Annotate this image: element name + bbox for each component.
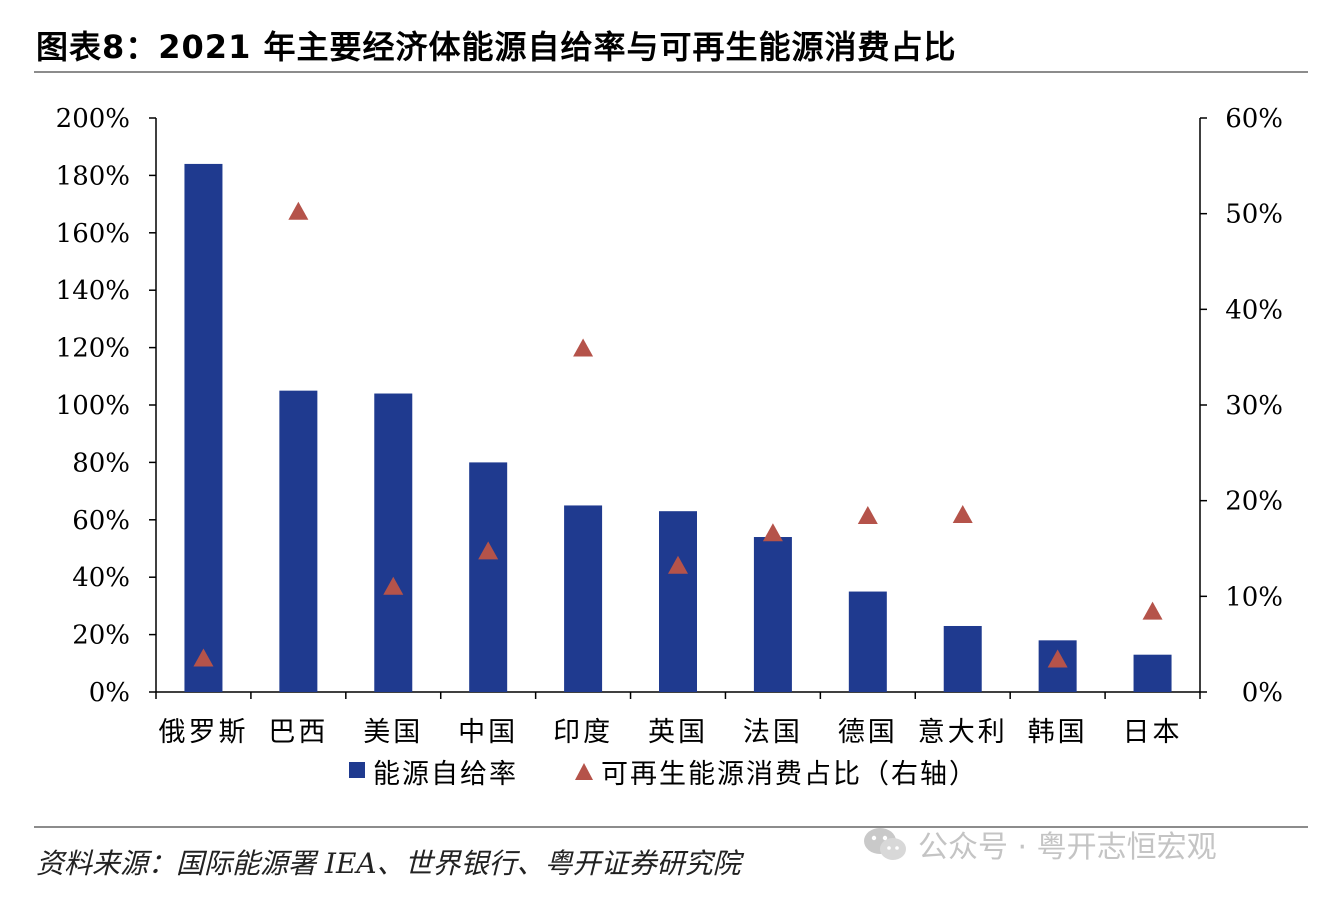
x-axis-tick-label: 中国 xyxy=(458,717,518,748)
bar xyxy=(564,505,603,692)
triangle-marker xyxy=(1142,601,1163,620)
left-axis-tick-label: 100% xyxy=(56,391,130,421)
triangle-marker xyxy=(193,648,214,667)
left-axis-tick-label: 160% xyxy=(56,219,130,249)
bar xyxy=(374,393,413,692)
left-axis-tick-label: 20% xyxy=(72,621,130,651)
legend-triangle-label: 可再生能源消费占比（右轴） xyxy=(601,759,978,790)
x-axis-tick-label: 俄罗斯 xyxy=(158,717,248,748)
x-axis-tick-label: 英国 xyxy=(648,717,708,748)
triangle-marker xyxy=(288,201,309,220)
triangle-marker xyxy=(478,541,499,560)
source-divider xyxy=(34,826,1308,828)
right-axis-tick-label: 0% xyxy=(1242,678,1283,708)
left-axis-tick-label: 80% xyxy=(72,448,130,478)
bar xyxy=(1133,654,1172,692)
triangle-marker xyxy=(1047,649,1068,668)
x-axis-tick-label: 巴西 xyxy=(268,717,328,748)
watermark: 公众号 · 粤开志恒宏观 xyxy=(862,822,1217,866)
wechat-icon xyxy=(864,828,906,860)
left-axis-tick-label: 40% xyxy=(72,563,130,593)
left-axis-tick-label: 60% xyxy=(72,506,130,536)
x-axis-tick-label: 韩国 xyxy=(1028,717,1088,748)
triangle-marker xyxy=(573,338,594,357)
right-axis-tick-label: 20% xyxy=(1225,487,1283,517)
left-axis-tick-label: 140% xyxy=(56,276,130,306)
bar xyxy=(753,537,792,692)
bar xyxy=(279,390,318,692)
legend-bar-label: 能源自给率 xyxy=(373,759,518,790)
bar xyxy=(659,511,697,692)
right-axis-tick-label: 40% xyxy=(1225,295,1283,325)
x-axis-tick-label: 法国 xyxy=(743,717,803,748)
triangle-marker xyxy=(383,576,404,595)
x-axis-tick-label: 意大利 xyxy=(918,717,1008,748)
triangle-marker xyxy=(952,505,973,524)
legend-triangle-swatch xyxy=(575,763,593,780)
bar xyxy=(184,163,223,693)
figure-title: 图表8：2021 年主要经济体能源自给率与可再生能源消费占比 xyxy=(36,28,957,66)
watermark-text: 公众号 · 粤开志恒宏观 xyxy=(918,830,1217,865)
left-axis-tick-label: 200% xyxy=(56,104,130,134)
x-axis-tick-label: 印度 xyxy=(553,717,613,748)
legend-bar-swatch xyxy=(349,762,365,778)
source-note: 资料来源：国际能源署 IEA、世界银行、粤开证券研究院 xyxy=(36,847,741,880)
bar xyxy=(848,591,887,692)
triangle-marker xyxy=(762,523,783,542)
x-axis-tick-label: 德国 xyxy=(838,717,898,748)
x-axis-tick-label: 美国 xyxy=(363,717,423,748)
x-axis-tick-label: 日本 xyxy=(1123,717,1183,748)
bar xyxy=(469,462,508,692)
triangle-marker xyxy=(668,555,688,574)
title-divider xyxy=(34,71,1308,73)
right-axis-tick-label: 30% xyxy=(1225,391,1283,421)
bar xyxy=(943,625,982,692)
triangle-marker xyxy=(857,505,878,524)
right-axis-tick-label: 10% xyxy=(1225,582,1283,612)
right-axis-tick-label: 60% xyxy=(1225,104,1283,134)
right-axis-tick-label: 50% xyxy=(1225,200,1283,230)
left-axis-tick-label: 0% xyxy=(89,678,130,708)
left-axis-tick-label: 180% xyxy=(56,161,130,191)
left-axis-tick-label: 120% xyxy=(56,334,130,364)
